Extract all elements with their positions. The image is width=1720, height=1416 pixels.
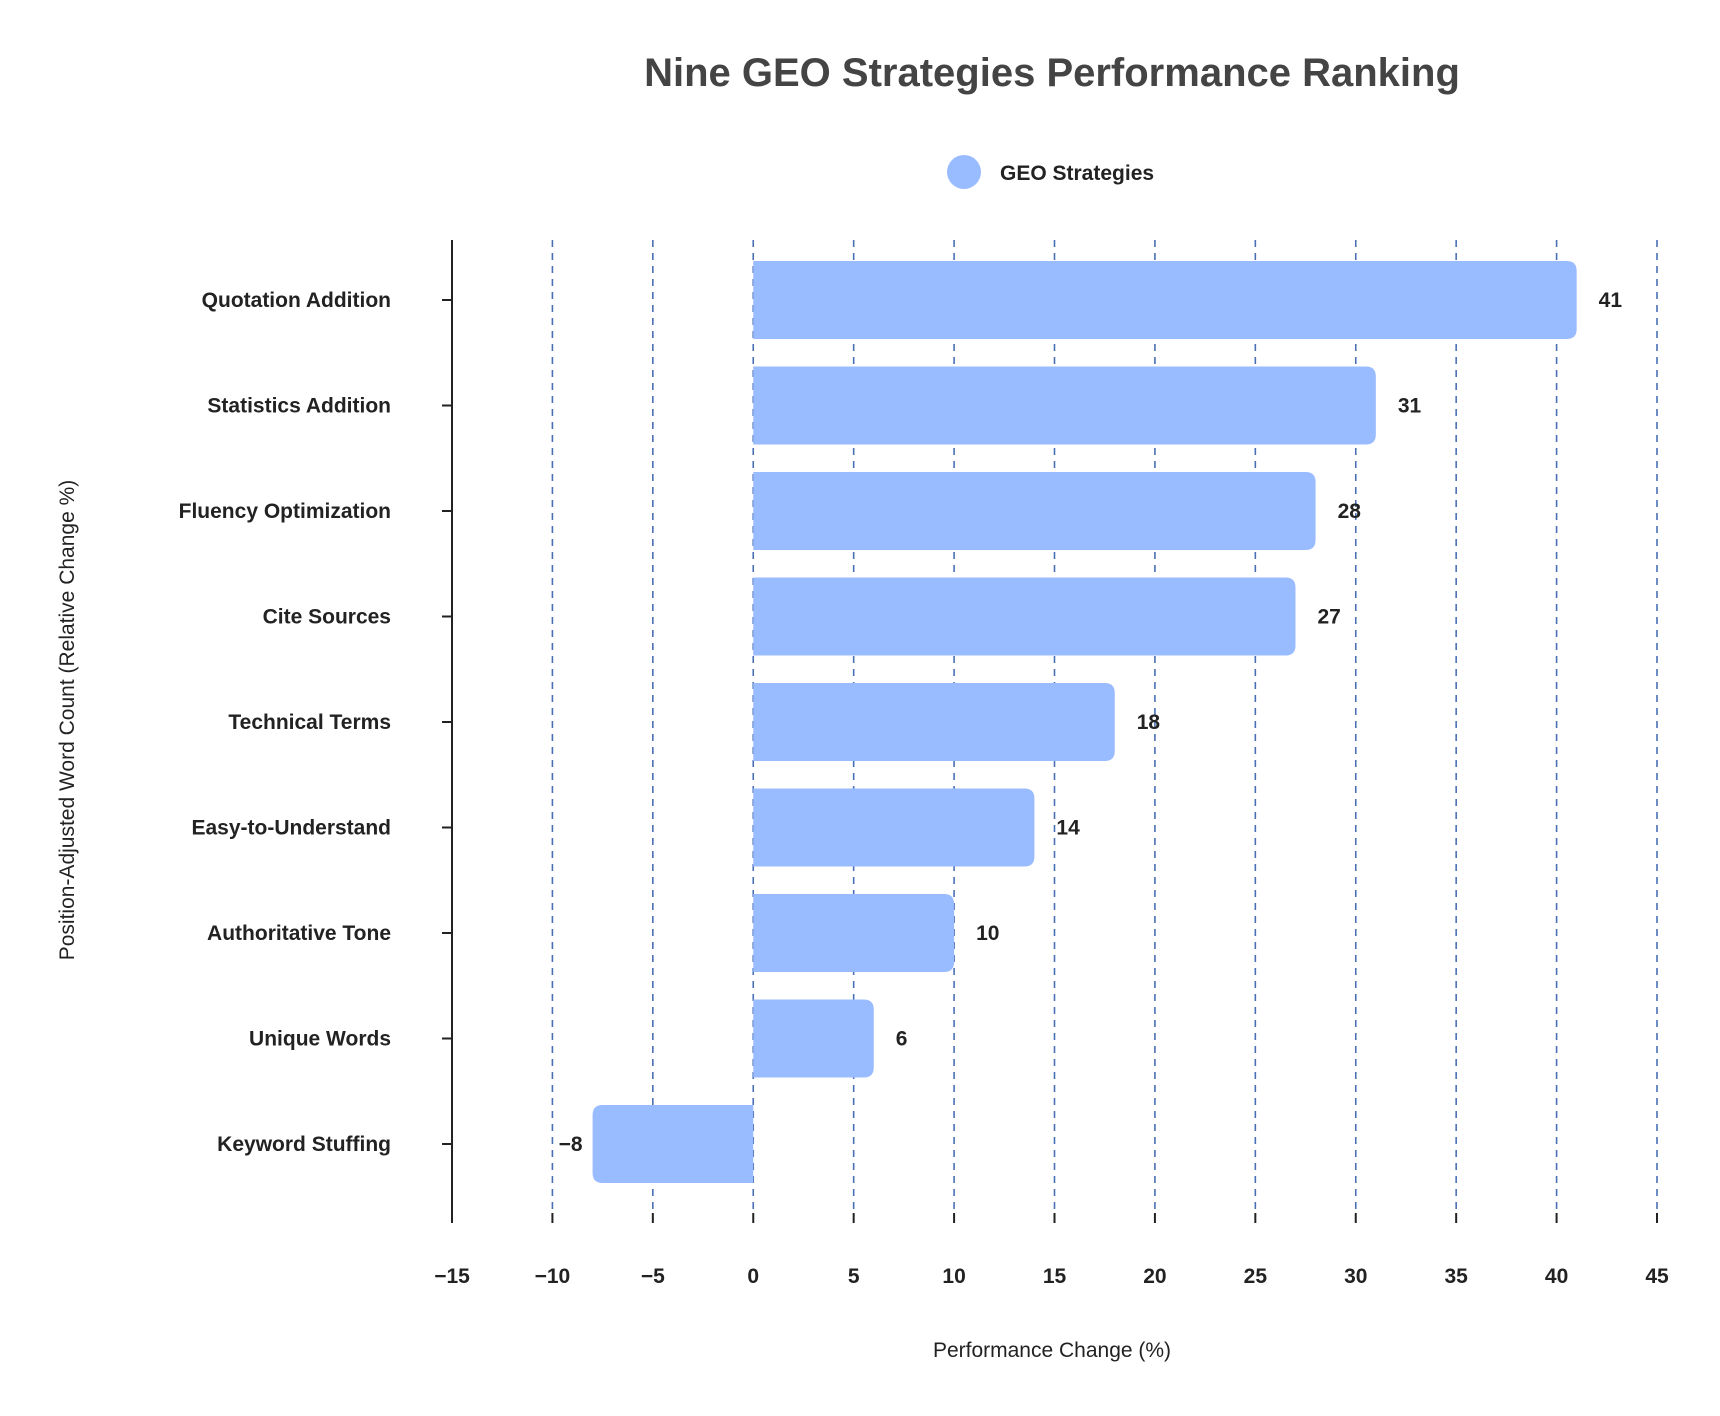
- value-label-cite-sources: 27: [1318, 606, 1341, 629]
- bar-keyword-stuffing: [592, 1105, 754, 1183]
- category-label-unique-words: Unique Words: [249, 1028, 391, 1051]
- category-label-easy-to-understand: Easy-to-Understand: [191, 817, 391, 840]
- x-axis-title: Performance Change (%): [933, 1339, 1171, 1362]
- legend-swatch-geo-strategies: [947, 155, 981, 189]
- legend-label-geo-strategies: GEO Strategies: [1000, 162, 1154, 185]
- value-label-keyword-stuffing: −8: [559, 1133, 583, 1156]
- bar-technical-terms: [753, 683, 1115, 761]
- axes: [442, 240, 1658, 1223]
- x-tick-label-4: 5: [848, 1265, 860, 1288]
- bars: [592, 261, 1577, 1183]
- value-label-authoritative-tone: 10: [976, 922, 999, 945]
- chart-title: Nine GEO Strategies Performance Ranking: [644, 51, 1460, 95]
- x-tick-label-12: 45: [1645, 1265, 1669, 1288]
- x-tick-label-5: 10: [942, 1265, 965, 1288]
- category-label-cite-sources: Cite Sources: [263, 606, 391, 629]
- bar-fluency-optimization: [753, 472, 1316, 550]
- bar-unique-words: [753, 999, 874, 1078]
- labels: Quotation Addition 41 Statistics Addition 3…: [179, 289, 1669, 1288]
- bar-authoritative-tone: [753, 894, 955, 972]
- x-tick-label-1: −10: [535, 1265, 571, 1288]
- x-tick-label-2: −5: [641, 1265, 665, 1288]
- bar-quotation-addition: [753, 261, 1577, 339]
- value-label-fluency-optimization: 28: [1338, 500, 1362, 523]
- y-axis-title: Position-Adjusted Word Count (Relative C…: [56, 480, 79, 961]
- value-label-technical-terms: 18: [1137, 711, 1161, 734]
- category-label-fluency-optimization: Fluency Optimization: [179, 500, 391, 523]
- category-label-authoritative-tone: Authoritative Tone: [207, 922, 391, 945]
- value-label-easy-to-understand: 14: [1056, 817, 1080, 840]
- category-label-keyword-stuffing: Keyword Stuffing: [217, 1133, 391, 1156]
- x-tick-label-9: 30: [1344, 1265, 1367, 1288]
- value-label-quotation-addition: 41: [1599, 289, 1623, 312]
- x-tick-label-10: 35: [1444, 1265, 1468, 1288]
- value-label-statistics-addition: 31: [1398, 395, 1422, 418]
- category-label-technical-terms: Technical Terms: [228, 711, 391, 734]
- value-label-unique-words: 6: [896, 1028, 908, 1051]
- category-label-quotation-addition: Quotation Addition: [202, 289, 391, 312]
- chart-legend: GEO Strategies: [947, 155, 1154, 189]
- x-tick-label-0: −15: [434, 1265, 470, 1288]
- bar-cite-sources: [753, 577, 1296, 656]
- bar-statistics-addition: [753, 366, 1376, 445]
- x-tick-label-3: 0: [747, 1265, 759, 1288]
- x-tick-label-7: 20: [1143, 1265, 1166, 1288]
- x-tick-label-8: 25: [1244, 1265, 1268, 1288]
- bar-easy-to-understand: [753, 788, 1035, 867]
- x-tick-label-6: 15: [1043, 1265, 1067, 1288]
- x-tick-label-11: 40: [1545, 1265, 1568, 1288]
- category-label-statistics-addition: Statistics Addition: [207, 395, 391, 418]
